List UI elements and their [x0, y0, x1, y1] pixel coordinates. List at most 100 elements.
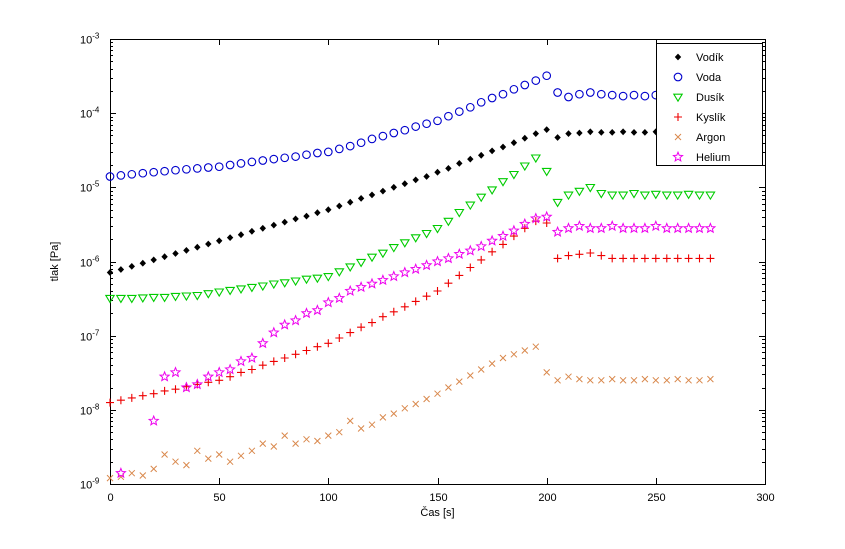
triangle-down-marker: [355, 258, 367, 268]
circle-marker: [433, 116, 442, 126]
y-tick-label: 10-3: [80, 32, 100, 47]
diamond-marker: [194, 243, 201, 251]
circle-marker: [673, 72, 683, 82]
triangle-down-marker: [214, 288, 225, 298]
triangle-down-marker: [650, 190, 661, 200]
triangle-down-marker: [508, 170, 520, 180]
circle-marker: [323, 147, 333, 157]
series-helium: [115, 210, 717, 479]
diamond-marker: [303, 212, 310, 220]
triangle-down-marker: [519, 162, 530, 172]
pentagram-marker: [617, 222, 629, 234]
circle-marker: [334, 144, 344, 154]
plus-marker: [280, 354, 289, 362]
triangle-down-marker: [585, 183, 596, 193]
triangle-down-marker: [443, 217, 454, 227]
diamond-marker: [357, 195, 365, 202]
diamond-marker: [226, 234, 234, 241]
diamond-marker: [368, 191, 376, 199]
pentagram-marker: [158, 370, 171, 382]
diamond-marker: [587, 128, 594, 136]
pentagram-marker: [508, 224, 520, 236]
circle-marker: [411, 122, 421, 131]
triangle-down-marker: [421, 229, 432, 239]
triangle-down-marker: [366, 253, 378, 263]
circle-marker: [182, 164, 191, 174]
plus-marker: [368, 318, 376, 327]
diamond-marker: [609, 129, 616, 136]
diamond-marker: [161, 253, 168, 261]
x-marker: [434, 390, 441, 398]
y-tick-label: 10-9: [80, 477, 100, 492]
pentagram-marker: [420, 259, 433, 271]
circle-marker: [444, 111, 453, 121]
x-marker: [314, 437, 321, 445]
pentagram-marker: [344, 284, 357, 296]
triangle-down-marker: [268, 280, 279, 290]
triangle-down-marker: [377, 249, 389, 259]
plus-marker: [674, 113, 682, 121]
triangle-down-marker: [661, 191, 672, 201]
pentagram-marker: [672, 150, 684, 162]
circle-marker: [640, 91, 650, 101]
circle-marker: [520, 80, 530, 90]
triangle-down-marker: [454, 208, 465, 218]
triangle-down-marker: [596, 189, 607, 199]
pentagram-marker: [497, 229, 509, 242]
circle-marker: [553, 88, 562, 97]
triangle-down-marker: [672, 191, 683, 201]
legend-box: [656, 43, 763, 166]
diamond-marker: [401, 180, 408, 188]
plus-marker: [106, 398, 114, 407]
diamond-marker: [183, 247, 190, 254]
x-marker: [565, 373, 572, 381]
plus-marker: [706, 254, 715, 263]
circle-marker: [356, 138, 366, 148]
x-marker: [281, 432, 289, 439]
plus-marker: [389, 307, 398, 316]
x-marker: [510, 350, 518, 358]
diamond-marker: [456, 160, 463, 167]
triangle-down-marker: [639, 191, 651, 201]
diamond-marker: [216, 237, 223, 245]
plus-marker: [160, 386, 169, 395]
pentagram-marker: [377, 274, 389, 286]
diamond-marker: [467, 155, 474, 163]
pentagram-marker: [431, 255, 444, 267]
pentagram-marker: [311, 304, 324, 316]
circle-marker: [585, 88, 595, 97]
circle-marker: [192, 164, 202, 173]
y-tick-label: 10-7: [80, 329, 100, 344]
circle-marker: [149, 167, 159, 177]
triangle-down-marker: [115, 294, 127, 304]
diamond-marker: [390, 183, 397, 191]
diamond-marker: [598, 129, 605, 136]
plus-marker: [695, 254, 704, 263]
plus-marker: [630, 254, 638, 263]
triangle-down-marker: [388, 244, 399, 253]
x-tick-label: 200: [538, 492, 556, 504]
circle-marker: [389, 128, 399, 138]
plus-marker: [269, 357, 278, 366]
x-marker: [455, 378, 463, 385]
series-voda: [105, 71, 672, 181]
circle-marker: [400, 125, 410, 135]
diamond-marker: [117, 266, 125, 273]
x-marker: [324, 432, 332, 439]
plus-marker: [542, 219, 551, 227]
plus-marker: [488, 247, 497, 256]
pentagram-marker: [224, 363, 236, 375]
triangle-down-marker: [126, 294, 137, 304]
circle-marker: [498, 89, 508, 99]
x-marker: [346, 417, 354, 425]
circle-marker: [454, 107, 464, 116]
x-marker: [477, 366, 485, 373]
legend-label-argon: Argon: [696, 132, 725, 144]
circle-marker: [291, 152, 300, 161]
series-vodik: [106, 126, 670, 276]
plus-marker: [433, 287, 442, 295]
triangle-down-marker: [290, 277, 301, 287]
circle-marker: [531, 76, 541, 85]
pentagram-marker: [682, 222, 695, 234]
